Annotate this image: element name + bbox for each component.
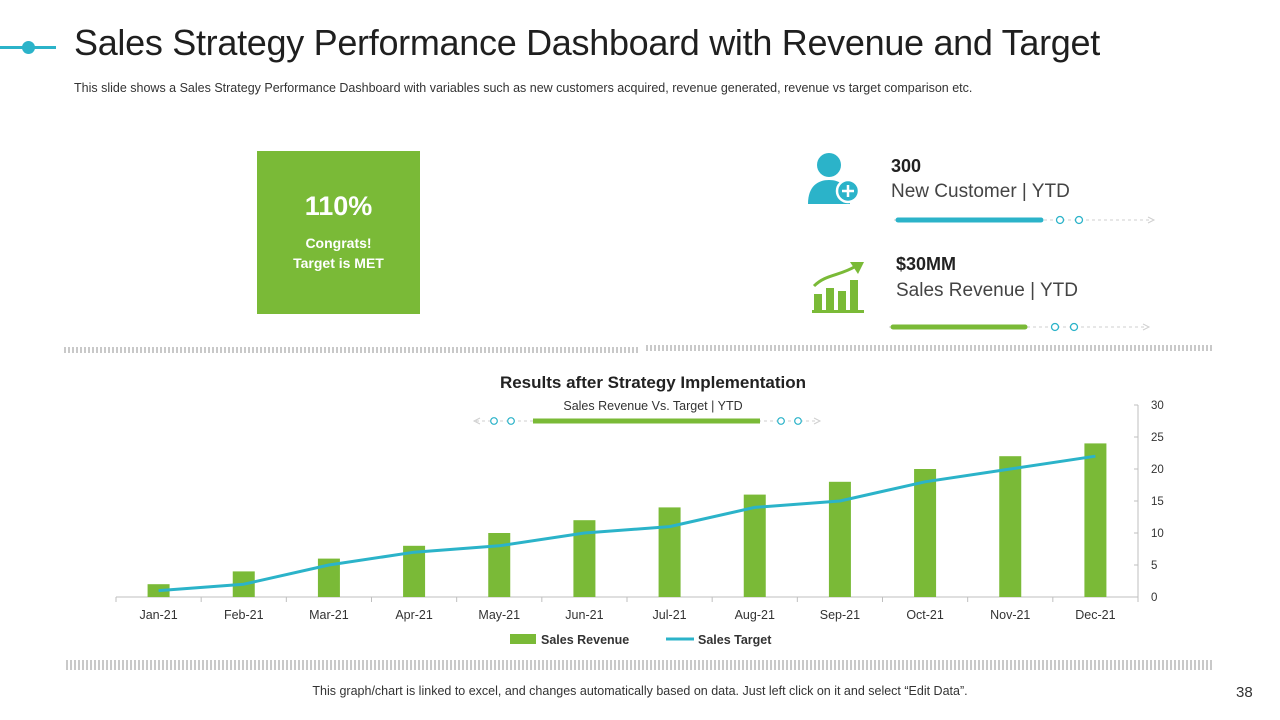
kpi-card: 110% Congrats! Target is MET [257, 151, 420, 314]
x-tick-label: Aug-21 [735, 608, 775, 622]
bar-sales-revenue-oct-21 [914, 469, 937, 597]
chart-subtitle-decoration [472, 417, 822, 425]
legend-swatch-sales-revenue [510, 634, 536, 644]
page-title: Sales Strategy Performance Dashboard wit… [74, 22, 1100, 63]
legend-label-sales-target: Sales Target [698, 633, 772, 647]
footer-note: This graph/chart is linked to excel, and… [312, 684, 968, 698]
x-tick-label: Mar-21 [309, 608, 349, 622]
page-number: 38 [1236, 684, 1253, 701]
bar-sales-revenue-mar-21 [317, 558, 340, 597]
bar-sales-revenue-apr-21 [403, 545, 426, 597]
bar-sales-revenue-sep-21 [828, 481, 851, 597]
sales-revenue-label: Sales Revenue | YTD [896, 280, 1079, 301]
revenue-target-chart: Results after Strategy Implementation Sa… [115, 373, 1164, 647]
chart-subtitle: Sales Revenue Vs. Target | YTD [563, 399, 742, 413]
y-tick-label: 30 [1151, 400, 1164, 412]
bar-sales-revenue-nov-21 [999, 456, 1022, 597]
page-subtitle: This slide shows a Sales Strategy Perfor… [74, 81, 973, 95]
line-sales-target [158, 454, 1096, 593]
title-accent-line-right [34, 46, 56, 49]
y-tick-label: 20 [1151, 464, 1164, 476]
x-tick-label: Jun-21 [565, 608, 603, 622]
bar-sales-revenue-jun-21 [573, 520, 596, 597]
y-tick-label: 15 [1151, 496, 1164, 508]
x-tick-label: Dec-21 [1075, 608, 1115, 622]
separator-left [64, 347, 638, 353]
sales-revenue-value: $30MM [896, 254, 957, 274]
y-tick-label: 25 [1151, 432, 1164, 444]
x-tick-label: Apr-21 [395, 608, 433, 622]
new-customer-progress [894, 215, 1156, 225]
legend-label-sales-revenue: Sales Revenue [541, 633, 629, 647]
chart-title: Results after Strategy Implementation [500, 373, 806, 392]
bar-sales-revenue-aug-21 [743, 494, 766, 597]
new-customer-label: New Customer | YTD [891, 181, 1070, 202]
new-customer-value: 300 [891, 156, 922, 176]
y-tick-label: 10 [1151, 528, 1164, 540]
kpi-percent: 110% [304, 191, 373, 221]
x-tick-label: Jan-21 [139, 608, 177, 622]
x-tick-label: May-21 [478, 608, 520, 622]
separator-right [646, 345, 1214, 351]
x-tick-label: Sep-21 [820, 608, 860, 622]
bar-sales-revenue-dec-21 [1084, 443, 1107, 597]
y-tick-label: 5 [1151, 560, 1157, 572]
sales-revenue-progress [889, 322, 1151, 332]
title-accent-line [0, 46, 28, 49]
x-tick-label: Oct-21 [906, 608, 944, 622]
y-tick-label: 0 [1151, 592, 1157, 604]
bar-sales-revenue-may-21 [488, 533, 511, 597]
growth-chart-icon [812, 262, 864, 313]
kpi-message-line1: Congrats! [305, 235, 372, 251]
x-tick-label: Nov-21 [990, 608, 1030, 622]
x-tick-label: Jul-21 [653, 608, 687, 622]
bar-sales-revenue-jul-21 [658, 507, 681, 597]
user-add-icon [808, 153, 860, 204]
title-accent-dot [22, 41, 35, 54]
kpi-message-line2: Target is MET [293, 255, 384, 271]
x-tick-label: Feb-21 [224, 608, 264, 622]
chart-legend: Sales Revenue Sales Target [510, 633, 772, 647]
plot-area: 0 5 10 15 20 25 30 Jan-21 Feb-21 Mar-21 Apr-21 May-… [115, 400, 1164, 622]
separator-bottom [66, 660, 1214, 670]
